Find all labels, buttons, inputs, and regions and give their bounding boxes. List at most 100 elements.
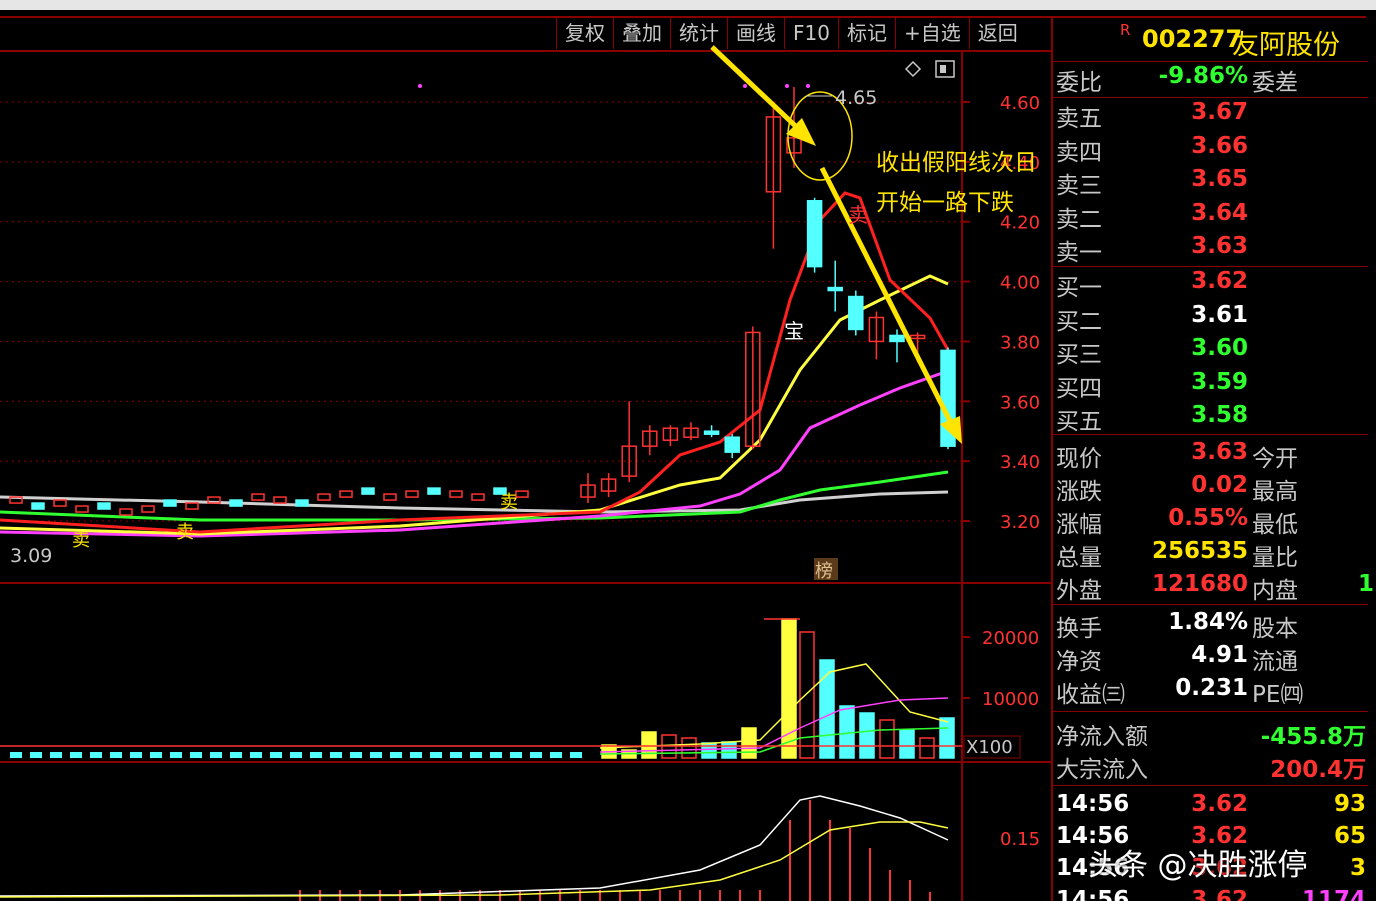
sell_orders-row[interactable]: 卖三 3.65 <box>1052 166 1368 199</box>
volume-bar <box>390 752 402 758</box>
window-top-strip <box>0 0 1376 10</box>
draw-line-button[interactable]: 画线 <box>727 17 784 49</box>
candle <box>141 505 155 513</box>
sell_orders-label: 卖四 <box>1056 139 1102 166</box>
sell_orders-row[interactable]: 卖五 3.67 <box>1052 99 1368 132</box>
quote-label2: 今开 <box>1252 446 1298 472</box>
buy_orders-price: 3.58 <box>1191 402 1248 428</box>
volume-bar <box>781 618 797 759</box>
buy_orders-row[interactable]: 买五 3.58 <box>1052 402 1368 435</box>
quote-label: 总量 <box>1056 545 1102 571</box>
mark-button[interactable]: 标记 <box>837 17 895 49</box>
fundamental-value: 1.84% <box>1168 609 1248 635</box>
restore-rights-button[interactable]: 复权 <box>556 17 613 49</box>
tick-row[interactable]: 14:56 3.62 65 <box>1052 823 1368 855</box>
quote-label: 外盘 <box>1056 578 1102 604</box>
sell-marker-small: 卖 <box>500 492 518 513</box>
buy_orders-label: 买四 <box>1056 375 1102 402</box>
panel-toggle-icon[interactable] <box>935 60 955 78</box>
tick-row[interactable]: 14:56 3.62 93 <box>1052 791 1368 823</box>
annotation-line-1: 收出假阳线次日 <box>876 150 1037 176</box>
volume-ma-line <box>599 663 949 749</box>
chart-toolbar: 复权 叠加 统计 画线 F10 标记 +自选 返回 <box>556 17 1026 51</box>
tick-time: 14:56 <box>1056 855 1130 881</box>
buy_orders-row[interactable]: 买二 3.61 <box>1052 302 1368 335</box>
tick-time: 14:56 <box>1056 823 1130 849</box>
quote-row: 外盘 121680 内盘 1 <box>1052 571 1374 604</box>
candle <box>909 334 926 340</box>
sell_orders-label: 卖三 <box>1056 173 1102 199</box>
sell_orders-row[interactable]: 卖二 3.64 <box>1052 200 1368 233</box>
buy_orders-row[interactable]: 买一 3.62 <box>1052 268 1368 301</box>
fundamental-row: 收益㈢ 0.231 PE㈣ <box>1052 675 1368 708</box>
tick-volume: 1174 <box>1301 887 1366 901</box>
tick-row[interactable]: 14:56 3.62 1174 <box>1052 887 1368 901</box>
quote-label2: 内盘 <box>1252 578 1298 604</box>
volume-unit: X100 <box>966 737 1013 758</box>
back-button[interactable]: 返回 <box>968 17 1026 49</box>
tick-row[interactable]: 14:56 3.62 3 <box>1052 855 1368 887</box>
sell_orders-row[interactable]: 卖四 3.66 <box>1052 133 1368 166</box>
quote-value: 3.63 <box>1191 439 1248 465</box>
statistics-button[interactable]: 统计 <box>670 17 727 49</box>
tick-price: 3.62 <box>1191 791 1248 817</box>
buy_orders-price: 3.60 <box>1191 335 1248 361</box>
signal-dot <box>743 84 747 88</box>
price-axis-label: 3.80 <box>1000 332 1040 353</box>
ma20-line <box>0 369 949 538</box>
volume-bar <box>230 752 242 758</box>
volume-unit-box <box>963 735 1021 759</box>
weibi-value: -9.86% <box>1158 63 1248 89</box>
buy_orders-price: 3.62 <box>1191 268 1248 294</box>
treasure-marker: 宝 <box>784 319 804 343</box>
volume-bar <box>370 752 382 758</box>
quote-label: 现价 <box>1056 446 1102 472</box>
buy_orders-label: 买五 <box>1056 409 1102 435</box>
volume-bar <box>899 729 915 759</box>
buy_orders-label: 买二 <box>1056 308 1102 335</box>
volume-ma-line <box>599 697 949 753</box>
chart-frame <box>0 16 1366 901</box>
fundamental-row: 换手 1.84% 股本 <box>1052 609 1368 642</box>
candle <box>827 286 843 292</box>
volume-bar <box>190 752 202 758</box>
tick-price: 3.62 <box>1191 855 1248 881</box>
stock-name: 友阿股份 <box>1232 30 1340 61</box>
signal-dot <box>785 84 789 88</box>
volume-bar <box>30 752 42 758</box>
candles <box>9 84 956 516</box>
sell_orders-row[interactable]: 卖一 3.63 <box>1052 233 1368 266</box>
low-price-marker: 3.09 <box>10 545 52 567</box>
volume-bar <box>90 752 102 758</box>
flow-value: -455.8万 <box>1260 724 1366 750</box>
quote-value: 0.02 <box>1191 472 1248 498</box>
buy_orders-label: 买三 <box>1056 342 1102 368</box>
candle <box>471 493 485 501</box>
volume-bar <box>50 752 62 758</box>
quote-row: 涨跌 0.02 最高 <box>1052 472 1368 505</box>
candle <box>163 499 177 507</box>
fundamental-label2: 流通 <box>1252 649 1298 675</box>
candle <box>31 502 45 510</box>
diamond-icon[interactable] <box>904 60 922 78</box>
quote-label2: 最高 <box>1252 479 1298 505</box>
candle <box>229 499 243 507</box>
flow-label: 净流入额 <box>1056 724 1148 750</box>
volume-panel: 20000 10000 <box>0 618 1039 759</box>
sell_orders-label: 卖二 <box>1056 206 1102 233</box>
annotation-line-2: 开始一路下跌 <box>876 190 1014 216</box>
buy_orders-row[interactable]: 买三 3.60 <box>1052 335 1368 368</box>
volume-axis-label: 20000 <box>982 628 1039 649</box>
add-watchlist-button[interactable]: +自选 <box>894 17 969 49</box>
volume-bar <box>681 737 697 759</box>
watermark-text: 头条 @决胜涨停 <box>1088 848 1308 883</box>
quote-row: 涨幅 0.55% 最低 <box>1052 505 1368 538</box>
tick-price: 3.62 <box>1191 823 1248 849</box>
buy_orders-row[interactable]: 买四 3.59 <box>1052 369 1368 402</box>
overlay-button[interactable]: 叠加 <box>613 17 670 49</box>
candle <box>889 334 905 343</box>
f10-button[interactable]: F10 <box>784 17 838 49</box>
indicator-panel: 0.15 <box>0 795 1040 901</box>
weidiff-label: 委差 <box>1252 70 1298 96</box>
